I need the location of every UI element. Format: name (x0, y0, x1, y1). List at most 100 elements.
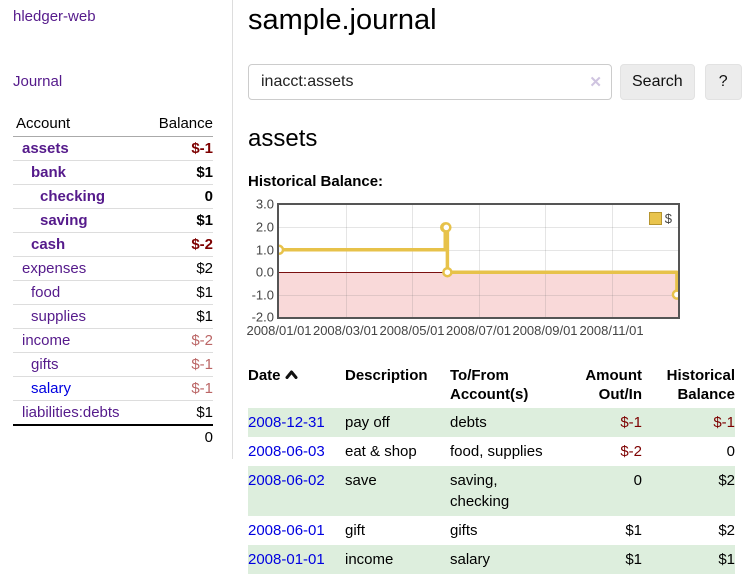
transaction-description: income (345, 545, 450, 574)
transaction-accounts: gifts (450, 522, 478, 539)
transaction-accounts: debts (450, 408, 562, 437)
chart-legend: $ (647, 210, 673, 227)
help-button[interactable]: ? (704, 64, 742, 100)
y-tick-label: -1.0 (251, 287, 274, 303)
account-link-salary[interactable]: salary (31, 380, 72, 397)
legend-label: $ (664, 211, 672, 226)
transaction-date-link[interactable]: 2008-06-01 (248, 522, 325, 539)
x-tick-label: 2008/11/01 (579, 323, 644, 338)
register-row: 2008-06-03 eat & shop food, supplies $-2… (248, 437, 735, 466)
account-balance: $-1 (143, 352, 213, 377)
page-title: sample.journal (248, 4, 437, 36)
account-balance: $1 (143, 400, 213, 426)
account-balance: $-2 (143, 328, 213, 353)
account-balance: $1 (143, 304, 213, 329)
y-tick-label: 2.0 (255, 219, 274, 235)
account-row: cash $-2 (13, 232, 213, 257)
account-link-saving[interactable]: saving (40, 212, 88, 229)
chart-plot-area: $ (277, 203, 680, 319)
account-column-header: Account (13, 112, 144, 137)
transaction-amount: $1 (625, 522, 642, 539)
x-tick-label: 2008/05/01 (379, 323, 445, 338)
register-row: 2008-12-31 pay off debts $-1 $-1 (248, 408, 735, 437)
account-link-income[interactable]: income (22, 332, 71, 349)
clear-search-icon[interactable]: ✕ (589, 74, 602, 91)
transaction-amount: $-1 (562, 408, 642, 437)
account-balance: $-2 (143, 232, 213, 257)
transaction-description: gift (345, 522, 366, 539)
sort-ascending-icon (285, 370, 298, 379)
y-tick-label: 0.0 (255, 264, 274, 280)
accounts-table: Account Balance assets $-1 bank $1 checkin… (13, 112, 213, 449)
search-input[interactable] (248, 64, 612, 100)
y-tick-label: -2.0 (251, 309, 274, 325)
transaction-description: eat & shop (345, 443, 417, 460)
register-header-account: To/From Account(s) (450, 367, 529, 403)
x-tick-label: 2008/01/01 (246, 323, 312, 338)
account-link-supplies[interactable]: supplies (31, 308, 87, 325)
account-link-expenses[interactable]: expenses (22, 260, 87, 277)
account-balance: 0 (143, 184, 213, 209)
y-tick-label: 1.0 (255, 242, 274, 258)
app-brand-link[interactable]: hledger-web (13, 8, 96, 25)
account-balance: $1 (143, 208, 213, 233)
accounts-total-row: 0 (13, 424, 213, 449)
register-header-date[interactable]: Date (248, 364, 345, 408)
transaction-amount: 0 (562, 466, 642, 516)
account-row: income $-2 (13, 328, 213, 353)
x-tick-label: 2008/09/01 (512, 323, 578, 338)
transaction-accounts: food, supplies (450, 443, 543, 460)
transaction-description: pay off (345, 408, 450, 437)
transaction-amount: $1 (562, 545, 642, 574)
account-link-gifts[interactable]: gifts (31, 356, 59, 373)
search-button[interactable]: Search (620, 64, 695, 100)
account-link-cash[interactable]: cash (31, 236, 66, 253)
account-row: expenses $2 (13, 256, 213, 281)
main-content: sample.journal ✕ Search ? assets Histori… (233, 0, 742, 574)
y-tick-label: 3.0 (255, 196, 274, 212)
transaction-accounts: salary (450, 545, 562, 574)
account-row: salary $-1 (13, 376, 213, 401)
sidebar-item-journal[interactable]: Journal (13, 73, 63, 90)
account-heading: assets (248, 125, 318, 152)
register-header-balance: Historical Balance (666, 367, 735, 403)
account-link-bank[interactable]: bank (31, 164, 67, 181)
transaction-amount: $-2 (620, 443, 642, 460)
transaction-accounts: saving, checking (450, 466, 562, 516)
transaction-date-link[interactable]: 2008-06-02 (248, 472, 325, 489)
transaction-balance: 0 (726, 443, 735, 460)
accounts-total-value: 0 (143, 424, 213, 449)
transaction-date-link[interactable]: 2008-01-01 (248, 551, 325, 568)
transaction-description: save (345, 466, 450, 516)
account-balance: $1 (143, 280, 213, 305)
balance-column-header: Balance (143, 112, 213, 137)
account-row: liabilities:debts $1 (13, 400, 213, 426)
account-link-assets[interactable]: assets (22, 140, 69, 157)
chart-section-label: Historical Balance: (248, 173, 384, 190)
register-header-amount: Amount Out/In (585, 367, 642, 403)
account-row: bank $1 (13, 160, 213, 185)
transaction-date-link[interactable]: 2008-06-03 (248, 443, 325, 460)
account-link-food[interactable]: food (31, 284, 61, 301)
account-row: supplies $1 (13, 304, 213, 329)
account-row: food $1 (13, 280, 213, 305)
account-row: saving $1 (13, 208, 213, 233)
account-link-liabilities-debts[interactable]: liabilities:debts (22, 404, 120, 421)
register-row: 2008-06-02 save saving, checking 0 $2 (248, 466, 735, 516)
x-tick-label: 2008/07/01 (445, 323, 512, 338)
x-tick-label: 2008/03/01 (312, 323, 379, 338)
account-row: checking 0 (13, 184, 213, 209)
account-row: assets $-1 (13, 136, 213, 161)
account-row: gifts $-1 (13, 352, 213, 377)
account-balance: $-1 (143, 136, 213, 161)
register-row: 2008-01-01 income salary $1 $1 (248, 545, 735, 574)
account-link-checking[interactable]: checking (40, 188, 106, 205)
transaction-balance: $1 (642, 545, 735, 574)
account-balance: $1 (143, 160, 213, 185)
transaction-balance: $2 (718, 522, 735, 539)
transaction-balance: $2 (642, 466, 735, 516)
transaction-balance: $-1 (642, 408, 735, 437)
transaction-date-link[interactable]: 2008-12-31 (248, 414, 325, 431)
sidebar: hledger-web Journal Account Balance asse… (0, 0, 233, 459)
